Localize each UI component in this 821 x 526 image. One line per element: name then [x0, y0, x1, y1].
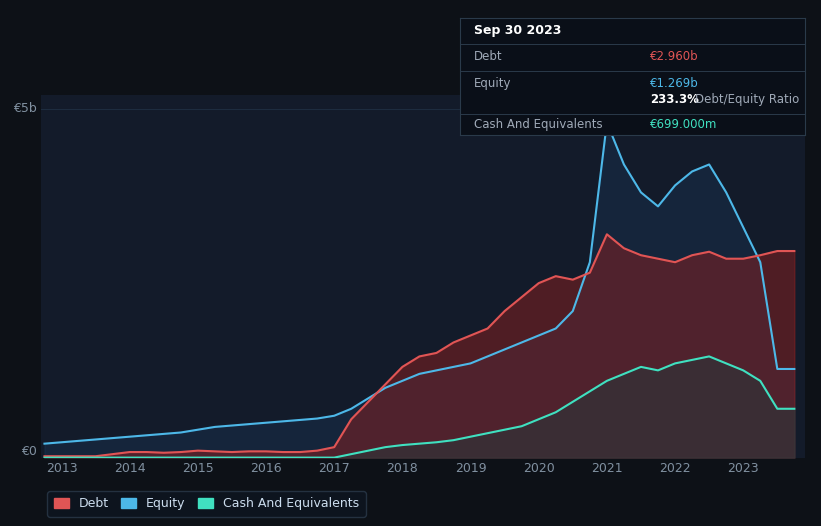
Legend: Debt, Equity, Cash And Equivalents: Debt, Equity, Cash And Equivalents: [48, 491, 365, 517]
Text: €5b: €5b: [13, 102, 37, 115]
Text: €699.000m: €699.000m: [649, 118, 717, 131]
Text: Debt: Debt: [474, 50, 502, 63]
Text: Sep 30 2023: Sep 30 2023: [474, 24, 562, 37]
Text: 233.3%: 233.3%: [649, 94, 699, 106]
Text: €2.960b: €2.960b: [649, 50, 699, 63]
Text: Cash And Equivalents: Cash And Equivalents: [474, 118, 603, 131]
Text: Equity: Equity: [474, 77, 511, 90]
Text: Debt/Equity Ratio: Debt/Equity Ratio: [695, 94, 799, 106]
Text: €0: €0: [21, 444, 37, 458]
Text: €1.269b: €1.269b: [649, 77, 699, 90]
